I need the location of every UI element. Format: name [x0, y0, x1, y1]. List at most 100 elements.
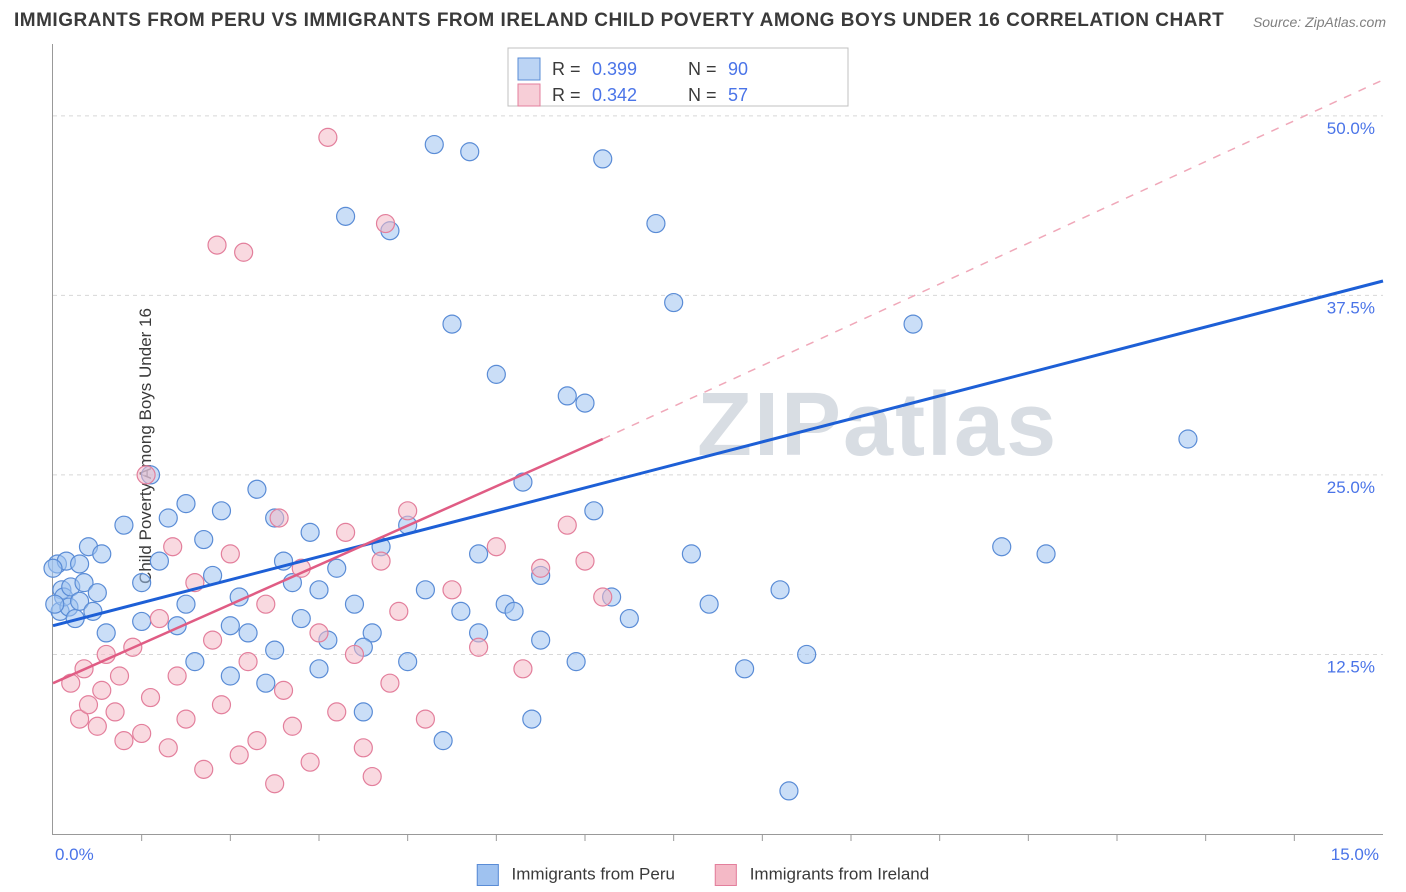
- data-point: [168, 667, 186, 685]
- data-point: [266, 641, 284, 659]
- x-axis-max: 15.0%: [1331, 845, 1379, 864]
- legend-item-peru: Immigrants from Peru: [477, 864, 675, 886]
- data-point: [270, 509, 288, 527]
- data-point: [208, 236, 226, 254]
- data-point: [377, 215, 395, 233]
- data-point: [239, 624, 257, 642]
- data-point: [292, 610, 310, 628]
- data-point: [257, 595, 275, 613]
- data-point: [164, 538, 182, 556]
- data-point: [505, 602, 523, 620]
- data-point: [372, 552, 390, 570]
- data-point: [328, 559, 346, 577]
- data-point: [1037, 545, 1055, 563]
- data-point: [235, 243, 253, 261]
- data-point: [142, 689, 160, 707]
- data-point: [111, 667, 129, 685]
- data-point: [514, 660, 532, 678]
- legend-item-ireland: Immigrants from Ireland: [715, 864, 929, 886]
- legend-swatch: [518, 58, 540, 80]
- watermark: ZIPatlas: [697, 375, 1058, 475]
- data-point: [487, 365, 505, 383]
- data-point: [470, 545, 488, 563]
- data-point: [221, 667, 239, 685]
- data-point: [221, 617, 239, 635]
- data-point: [266, 775, 284, 793]
- legend-label-ireland: Immigrants from Ireland: [750, 864, 930, 883]
- data-point: [46, 595, 64, 613]
- data-point: [275, 681, 293, 699]
- data-point: [390, 602, 408, 620]
- data-point: [363, 768, 381, 786]
- data-point: [904, 315, 922, 333]
- data-point: [771, 581, 789, 599]
- legend-r-value: 0.342: [592, 85, 637, 105]
- data-point: [532, 559, 550, 577]
- y-tick-label: 25.0%: [1327, 478, 1375, 497]
- data-point: [443, 581, 461, 599]
- data-point: [434, 732, 452, 750]
- x-axis-min: 0.0%: [55, 845, 94, 864]
- data-point: [301, 523, 319, 541]
- data-point: [443, 315, 461, 333]
- data-point: [301, 753, 319, 771]
- scatter-plot: ZIPatlas12.5%25.0%37.5%50.0%0.0%15.0%R =…: [52, 44, 1383, 835]
- data-point: [993, 538, 1011, 556]
- data-point: [523, 710, 541, 728]
- data-point: [159, 509, 177, 527]
- data-point: [257, 674, 275, 692]
- data-point: [310, 624, 328, 642]
- data-point: [425, 136, 443, 154]
- data-point: [328, 703, 346, 721]
- data-point: [71, 555, 89, 573]
- data-point: [133, 574, 151, 592]
- data-point: [576, 394, 594, 412]
- data-point: [337, 523, 355, 541]
- legend-n-value: 57: [728, 85, 748, 105]
- data-point: [133, 724, 151, 742]
- data-point: [97, 624, 115, 642]
- data-point: [230, 746, 248, 764]
- data-point: [470, 638, 488, 656]
- data-point: [137, 466, 155, 484]
- data-point: [310, 581, 328, 599]
- data-point: [461, 143, 479, 161]
- data-point: [576, 552, 594, 570]
- data-point: [150, 552, 168, 570]
- data-point: [79, 696, 97, 714]
- data-point: [159, 739, 177, 757]
- bottom-legend: Immigrants from Peru Immigrants from Ire…: [477, 864, 929, 886]
- data-point: [177, 710, 195, 728]
- legend-r-label: R =: [552, 59, 581, 79]
- data-point: [585, 502, 603, 520]
- legend-n-label: N =: [688, 85, 717, 105]
- data-point: [399, 653, 417, 671]
- data-point: [620, 610, 638, 628]
- data-point: [798, 645, 816, 663]
- data-point: [532, 631, 550, 649]
- data-point: [1179, 430, 1197, 448]
- data-point: [416, 581, 434, 599]
- data-point: [212, 502, 230, 520]
- y-tick-label: 12.5%: [1327, 657, 1375, 676]
- data-point: [186, 653, 204, 671]
- data-point: [115, 732, 133, 750]
- data-point: [594, 150, 612, 168]
- data-point: [283, 717, 301, 735]
- trend-line: [53, 281, 1383, 626]
- data-point: [195, 760, 213, 778]
- legend-n-label: N =: [688, 59, 717, 79]
- data-point: [665, 294, 683, 312]
- data-point: [558, 387, 576, 405]
- data-point: [567, 653, 585, 671]
- data-point: [381, 674, 399, 692]
- data-point: [248, 480, 266, 498]
- plot-svg: ZIPatlas12.5%25.0%37.5%50.0%0.0%15.0%R =…: [53, 44, 1383, 834]
- data-point: [337, 207, 355, 225]
- data-point: [594, 588, 612, 606]
- data-point: [150, 610, 168, 628]
- data-point: [345, 595, 363, 613]
- data-point: [221, 545, 239, 563]
- legend-n-value: 90: [728, 59, 748, 79]
- data-point: [195, 531, 213, 549]
